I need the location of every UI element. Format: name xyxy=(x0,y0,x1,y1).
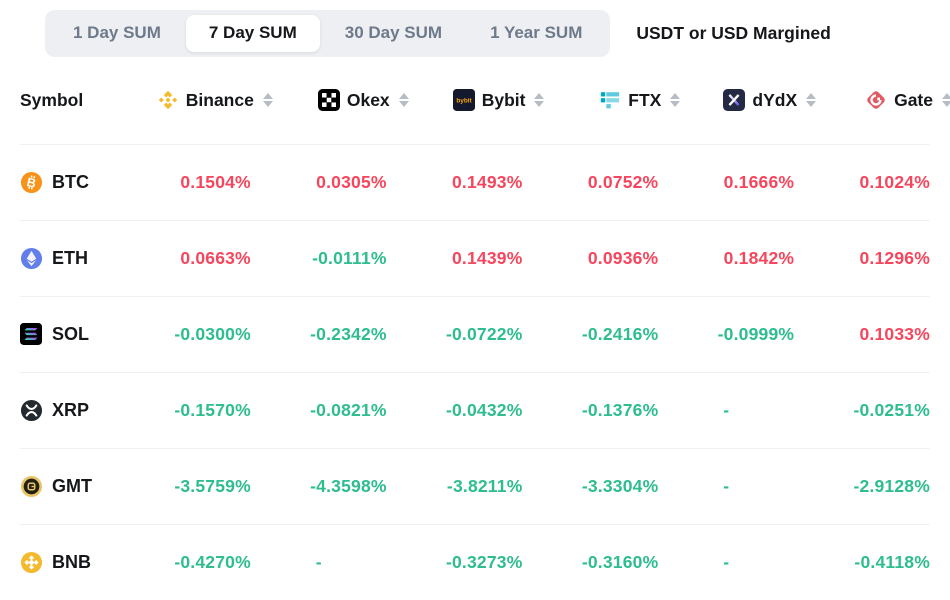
symbol-cell: XRP xyxy=(20,399,115,422)
column-header-bybit: bybit Bybit xyxy=(387,89,523,111)
rate-cell-btc-ftx: 0.0752% xyxy=(522,172,658,193)
rate-cell-sol-binance: -0.0300% xyxy=(115,324,251,345)
table-row-sol: SOL -0.0300%-0.2342%-0.0722%-0.2416%-0.09… xyxy=(20,296,930,372)
rate-cell-bnb-okex: - xyxy=(251,552,387,573)
rate-cell-gmt-okex: -4.3598% xyxy=(251,476,387,497)
rate-cell-gmt-binance: -3.5759% xyxy=(115,476,251,497)
rate-cell-xrp-bybit: -0.0432% xyxy=(387,400,523,421)
rate-cell-btc-bybit: 0.1493% xyxy=(387,172,523,193)
table-header-row: Symbol Binance Okex bybit Bybit FTX dYdX Gate xyxy=(20,57,930,144)
column-header-binance: Binance xyxy=(115,89,251,111)
exchange-name: Binance xyxy=(186,90,254,111)
table-row-bnb: BNB-0.4270%--0.3273%-0.3160%--0.4118% xyxy=(20,524,930,600)
tab-1-day-sum[interactable]: 1 Day SUM xyxy=(50,15,184,52)
rate-cell-xrp-binance: -0.1570% xyxy=(115,400,251,421)
symbol-label: SOL xyxy=(52,324,89,345)
table-row-eth: ETH 0.0663%-0.0111%0.1439%0.0936%0.1842%0… xyxy=(20,220,930,296)
exchange-name: dYdX xyxy=(752,90,797,111)
btc-icon: B xyxy=(20,171,43,194)
sort-icon[interactable] xyxy=(940,91,950,109)
xrp-icon xyxy=(20,399,43,422)
symbol-column-header: Symbol xyxy=(20,90,115,111)
rate-cell-sol-okex: -0.2342% xyxy=(251,324,387,345)
rate-cell-bnb-dydx: - xyxy=(658,552,794,573)
rate-cell-xrp-ftx: -0.1376% xyxy=(522,400,658,421)
table-row-xrp: XRP -0.1570%-0.0821%-0.0432%-0.1376%--0.0… xyxy=(20,372,930,448)
rate-cell-gmt-gate: -2.9128% xyxy=(794,476,930,497)
gmt-icon xyxy=(20,475,43,498)
rate-cell-sol-ftx: -0.2416% xyxy=(522,324,658,345)
exchange-name: Gate xyxy=(894,90,933,111)
ftx-icon xyxy=(599,89,621,111)
svg-text:bybit: bybit xyxy=(456,98,472,105)
rate-cell-eth-ftx: 0.0936% xyxy=(522,248,658,269)
bnb-icon xyxy=(20,551,43,574)
rate-cell-bnb-ftx: -0.3160% xyxy=(522,552,658,573)
rate-cell-bnb-gate: -0.4118% xyxy=(794,552,930,573)
exchange-name: FTX xyxy=(628,90,661,111)
rate-cell-gmt-dydx: - xyxy=(658,476,794,497)
okex-icon xyxy=(318,89,340,111)
symbol-cell: SOL xyxy=(20,323,115,346)
rate-cell-gmt-bybit: -3.8211% xyxy=(387,476,523,497)
rate-cell-btc-dydx: 0.1666% xyxy=(658,172,794,193)
symbol-label: BTC xyxy=(52,172,89,193)
symbol-label: GMT xyxy=(52,476,92,497)
column-header-ftx: FTX xyxy=(522,89,658,111)
symbol-label: XRP xyxy=(52,400,89,421)
exchange-name: Okex xyxy=(347,90,390,111)
rate-cell-xrp-gate: -0.0251% xyxy=(794,400,930,421)
column-header-gate: Gate xyxy=(794,89,930,111)
rate-cell-eth-gate: 0.1296% xyxy=(794,248,930,269)
gate-icon xyxy=(865,89,887,111)
sol-icon xyxy=(20,323,43,346)
rate-cell-bnb-bybit: -0.3273% xyxy=(387,552,523,573)
tab-7-day-sum[interactable]: 7 Day SUM xyxy=(186,15,320,52)
symbol-cell: ETH xyxy=(20,247,115,270)
column-header-dydx: dYdX xyxy=(658,89,794,111)
dydx-icon xyxy=(723,89,745,111)
symbol-label: ETH xyxy=(52,248,88,269)
exchange-name: Bybit xyxy=(482,90,526,111)
rate-cell-btc-okex: 0.0305% xyxy=(251,172,387,193)
symbol-cell: BNB xyxy=(20,551,115,574)
rate-cell-sol-gate: 0.1033% xyxy=(794,324,930,345)
binance-icon xyxy=(157,89,179,111)
rate-cell-gmt-ftx: -3.3304% xyxy=(522,476,658,497)
rate-cell-eth-bybit: 0.1439% xyxy=(387,248,523,269)
rate-cell-eth-okex: -0.0111% xyxy=(251,248,387,269)
column-header-okex: Okex xyxy=(251,89,387,111)
tab-1-year-sum[interactable]: 1 Year SUM xyxy=(467,15,605,52)
symbol-label: BNB xyxy=(52,552,91,573)
rate-cell-sol-bybit: -0.0722% xyxy=(387,324,523,345)
symbol-cell: GMT xyxy=(20,475,115,498)
rate-cell-bnb-binance: -0.4270% xyxy=(115,552,251,573)
rate-cell-btc-binance: 0.1504% xyxy=(115,172,251,193)
rate-cell-xrp-dydx: - xyxy=(658,400,794,421)
tab-30-day-sum[interactable]: 30 Day SUM xyxy=(322,15,465,52)
margin-type-label: USDT or USD Margined xyxy=(636,23,830,44)
symbol-cell: B BTC xyxy=(20,171,115,194)
rate-cell-xrp-okex: -0.0821% xyxy=(251,400,387,421)
rate-cell-eth-dydx: 0.1842% xyxy=(658,248,794,269)
table-row-gmt: GMT -3.5759%-4.3598%-3.8211%-3.3304%--2.9… xyxy=(20,448,930,524)
table-row-btc: B BTC 0.1504%0.0305%0.1493%0.0752%0.1666%0… xyxy=(20,144,930,220)
bybit-icon: bybit xyxy=(453,89,475,111)
eth-icon xyxy=(20,247,43,270)
rate-cell-sol-dydx: -0.0999% xyxy=(658,324,794,345)
rate-cell-eth-binance: 0.0663% xyxy=(115,248,251,269)
rate-cell-btc-gate: 0.1024% xyxy=(794,172,930,193)
